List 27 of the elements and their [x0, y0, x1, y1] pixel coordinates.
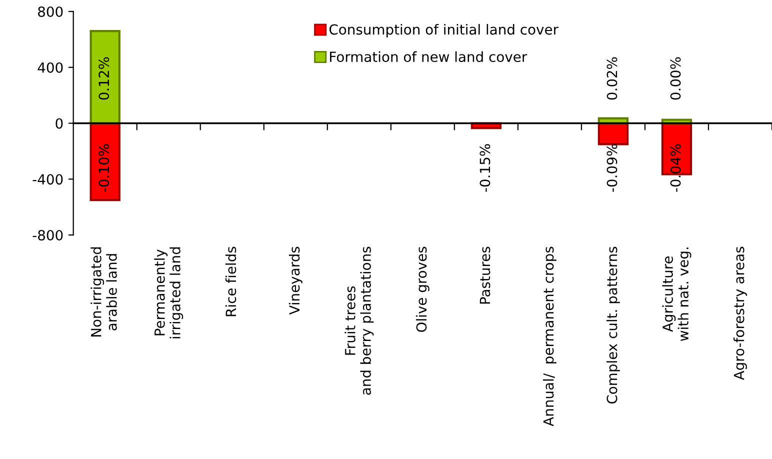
legend-label: Formation of new land cover [330, 51, 528, 62]
x-tick-label: Complex cult. patterns [606, 246, 620, 404]
bar [90, 122, 120, 202]
x-tick-label: Olive groves [416, 246, 430, 332]
x-tick-label: Pastures [480, 246, 490, 304]
x-tick-label: Non-irrigated arable land [90, 247, 117, 336]
x-tick-label: Vineyards [288, 246, 302, 315]
annotation: -0.15% [480, 144, 490, 192]
y-tick-label: 800 [38, 6, 63, 17]
y-tick-label: 0 [56, 118, 63, 129]
x-tick-label: Agro-forestry areas [734, 246, 747, 380]
annotation: 0.02% [606, 57, 618, 100]
annotation: 0.00% [670, 57, 681, 100]
legend-label: Consumption of initial land cover [329, 24, 558, 38]
annotation: -0.04% [670, 144, 681, 192]
bar [90, 30, 120, 124]
x-tick-label: Fruit trees and berry plantations [344, 246, 374, 395]
x-tick-label: Permanently irrigated land [154, 247, 184, 338]
y-tick-label: -800 [32, 230, 63, 240]
annotation: -0.09% [606, 144, 618, 192]
x-tick-label: Annual/ permanent crops [542, 246, 556, 426]
y-tick-label: -400 [32, 174, 63, 185]
x-tick-label: Agriculture with nat. veg. [662, 248, 692, 341]
y-tick-label: 400 [38, 62, 63, 73]
annotation: -0.10% [98, 144, 110, 192]
annotation: 0.12% [98, 57, 110, 100]
x-tick-label: Rice fields [225, 246, 236, 316]
